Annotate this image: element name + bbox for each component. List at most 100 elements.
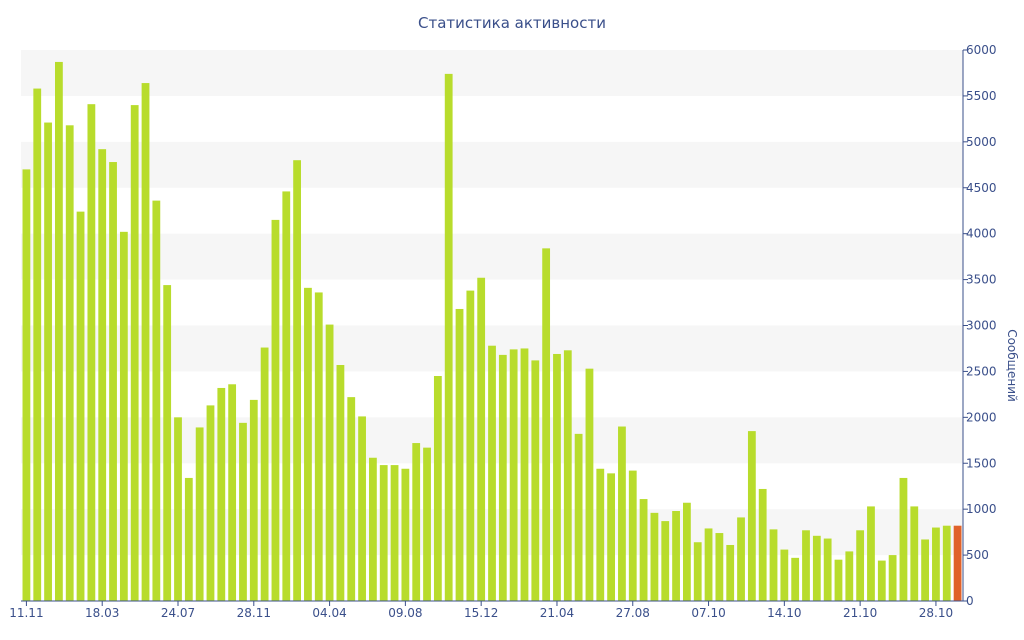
bar[interactable] [347, 397, 356, 601]
bar[interactable] [942, 525, 951, 601]
bar[interactable] [758, 488, 767, 601]
bar[interactable] [932, 527, 940, 601]
bar[interactable] [412, 443, 421, 601]
bar[interactable] [466, 290, 475, 601]
x-tick-label: 21.10 [843, 606, 877, 620]
bar[interactable] [780, 549, 789, 601]
bar[interactable] [509, 349, 518, 601]
bar[interactable] [845, 551, 854, 601]
bar[interactable] [628, 470, 637, 601]
bar[interactable] [433, 376, 442, 601]
grid-band [21, 50, 963, 96]
bar[interactable] [682, 502, 691, 601]
bar[interactable] [888, 555, 897, 601]
bar[interactable] [379, 465, 388, 601]
bar[interactable] [195, 427, 204, 601]
bar[interactable] [715, 533, 724, 601]
bar[interactable] [693, 542, 702, 601]
bar[interactable] [98, 149, 107, 601]
bar[interactable] [910, 506, 919, 601]
bar[interactable] [877, 560, 886, 601]
bar[interactable] [325, 324, 334, 601]
y-tick-label: 5000 [966, 135, 997, 149]
y-tick-label: 500 [966, 548, 989, 562]
bar[interactable] [44, 122, 52, 601]
x-tick-label: 15.12 [464, 606, 498, 620]
bar[interactable] [455, 308, 464, 601]
y-tick-label: 1000 [966, 502, 997, 516]
bar[interactable] [163, 285, 172, 601]
bar[interactable] [22, 169, 31, 601]
bar[interactable] [585, 368, 594, 601]
bar[interactable] [650, 512, 659, 601]
bar[interactable] [444, 73, 453, 602]
bar[interactable] [109, 162, 117, 601]
bar[interactable] [520, 348, 529, 601]
bar[interactable] [293, 160, 302, 601]
bar[interactable] [336, 364, 345, 601]
bar[interactable] [488, 345, 496, 601]
y-tick-label: 2000 [966, 410, 997, 424]
bar[interactable] [119, 231, 128, 601]
bar[interactable] [130, 105, 139, 601]
bar[interactable] [206, 405, 215, 601]
bar[interactable] [899, 477, 908, 601]
bar[interactable] [747, 431, 756, 601]
bar[interactable] [271, 219, 280, 601]
bar[interactable] [76, 211, 85, 602]
bar[interactable] [401, 468, 410, 601]
bar[interactable] [477, 277, 486, 601]
bar[interactable] [574, 433, 583, 601]
bar[interactable] [791, 557, 800, 601]
bar[interactable] [553, 353, 561, 601]
bar-current[interactable] [953, 525, 962, 601]
bar[interactable] [531, 360, 540, 601]
x-tick-label: 27.08 [616, 606, 650, 620]
bar[interactable] [769, 529, 778, 601]
bar[interactable] [368, 457, 377, 601]
bar[interactable] [217, 387, 226, 601]
bar[interactable] [358, 416, 366, 601]
bar[interactable] [607, 473, 616, 601]
bar[interactable] [542, 248, 551, 602]
bar[interactable] [704, 528, 713, 601]
bar[interactable] [563, 350, 572, 601]
bar[interactable] [672, 511, 680, 601]
bar[interactable] [921, 539, 930, 601]
bar[interactable] [823, 538, 832, 601]
y-tick-label: 2500 [966, 364, 997, 378]
y-axis-label: Сообщений [1005, 329, 1019, 402]
bar[interactable] [737, 517, 745, 601]
bar[interactable] [639, 499, 648, 601]
bar[interactable] [141, 83, 150, 601]
y-tick-label: 6000 [966, 43, 997, 57]
bar[interactable] [152, 200, 161, 601]
bar[interactable] [87, 104, 96, 601]
bar[interactable] [661, 521, 670, 601]
bar[interactable] [856, 530, 865, 601]
bar[interactable] [812, 535, 821, 601]
bar[interactable] [618, 426, 626, 601]
bar[interactable] [314, 292, 323, 601]
bar[interactable] [423, 447, 431, 601]
bar[interactable] [174, 417, 182, 601]
bar[interactable] [390, 465, 399, 601]
bar[interactable] [249, 399, 258, 601]
bar[interactable] [867, 506, 875, 601]
bar[interactable] [239, 422, 247, 601]
x-tick-label: 28.11 [237, 606, 271, 620]
bar[interactable] [596, 468, 605, 601]
bar[interactable] [228, 384, 237, 601]
bar[interactable] [282, 191, 291, 601]
bar[interactable] [834, 559, 843, 601]
bar[interactable] [184, 477, 193, 601]
bar[interactable] [33, 88, 42, 601]
bar[interactable] [65, 125, 74, 601]
bar[interactable] [260, 347, 269, 601]
bar[interactable] [726, 544, 735, 601]
bar[interactable] [54, 61, 63, 601]
bar[interactable] [304, 287, 312, 601]
bar[interactable] [802, 530, 810, 601]
bar[interactable] [498, 354, 507, 601]
